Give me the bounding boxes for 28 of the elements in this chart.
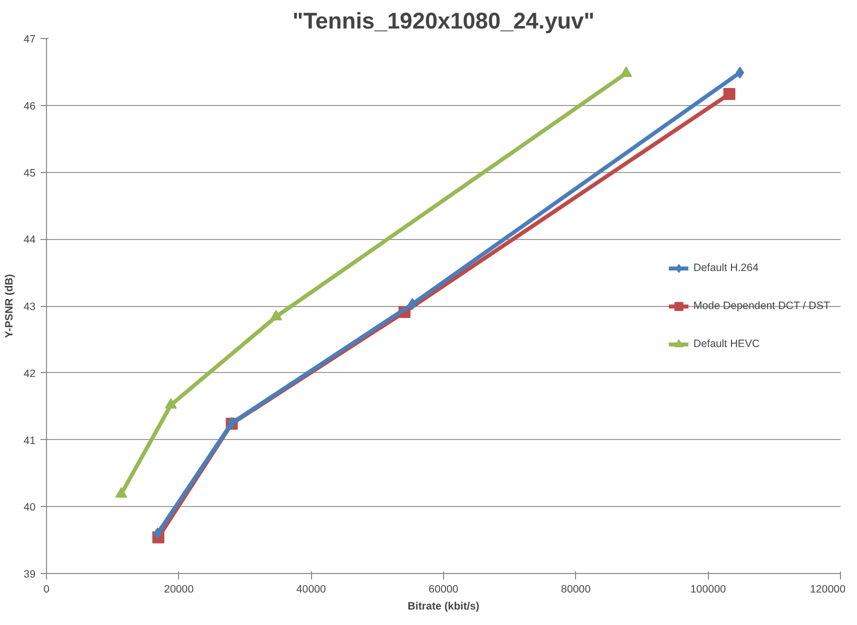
y-tick-label: 45 [24, 167, 36, 180]
y-tick-label: 40 [24, 502, 36, 514]
point [115, 487, 128, 498]
point [408, 298, 417, 310]
legend-label: Default H.264 [693, 262, 759, 274]
x-tick-label: 60000 [428, 584, 458, 596]
y-tick-label: 44 [24, 234, 36, 246]
point [153, 527, 162, 540]
legend-label: Default HEVC [693, 338, 760, 350]
legend-label: Mode Dependent DCT / DST [693, 300, 830, 312]
point [736, 66, 744, 79]
y-tick-label: 46 [24, 100, 36, 112]
y-tick-label: 39 [24, 568, 36, 580]
point [723, 88, 736, 100]
x-axis-title: Bitrate (kbit/s) [408, 600, 480, 612]
x-tick-label: 20000 [164, 584, 194, 596]
y-tick-label: 41 [24, 434, 36, 447]
x-tick-label: 40000 [296, 584, 326, 596]
point [164, 398, 177, 409]
y-tick-label: 47 [24, 34, 36, 46]
y-axis-title: Y-PSNR (dB) [4, 274, 16, 338]
y-tick-label: 43 [24, 301, 36, 313]
x-tick-label: 0 [44, 584, 50, 596]
x-tick-label: 80000 [561, 584, 591, 596]
x-tick-label: 100000 [690, 584, 726, 596]
x-tick-label: 120000 [810, 584, 846, 596]
y-tick-label: 42 [24, 368, 36, 380]
chart-title: "Tennis_1920x1080_24.yuv" [292, 8, 594, 34]
